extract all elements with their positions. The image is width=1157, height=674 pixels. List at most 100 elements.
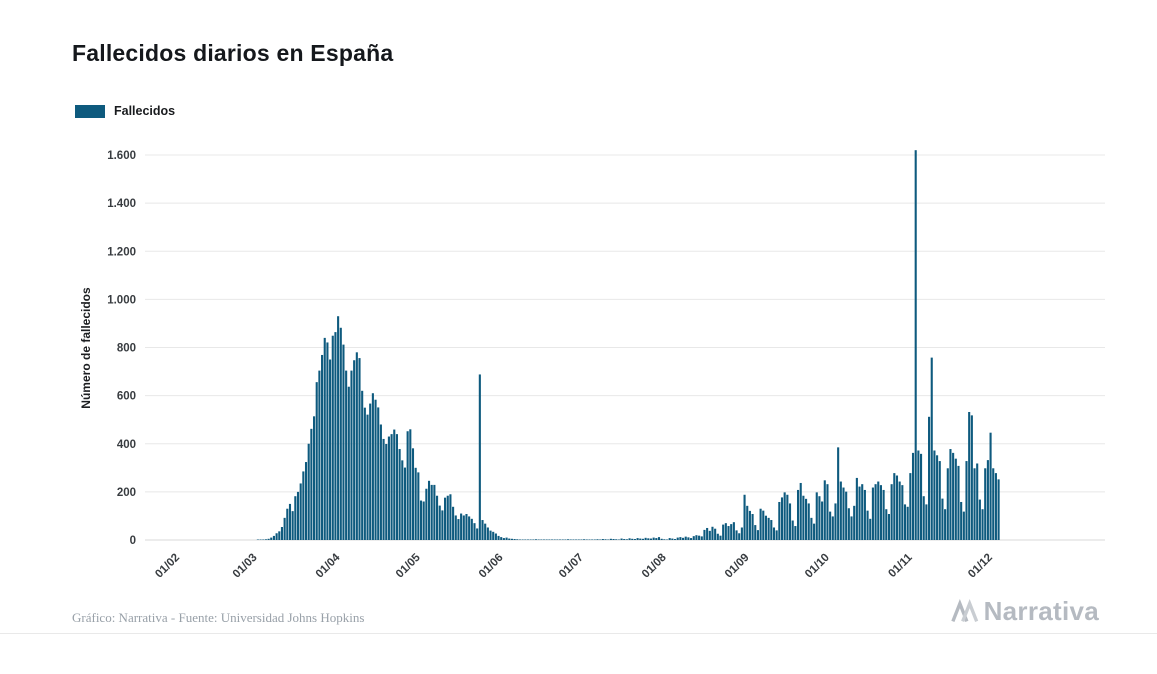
bar (283, 517, 286, 540)
bar (997, 479, 1000, 540)
bar (342, 344, 345, 540)
bar (419, 500, 423, 540)
bar (304, 462, 308, 540)
bar (711, 526, 714, 540)
bar (639, 538, 642, 540)
bar (259, 539, 262, 540)
bar (302, 471, 305, 540)
bar (278, 531, 281, 540)
bar (452, 506, 455, 540)
bar (414, 467, 417, 540)
bar (299, 483, 302, 540)
bar (593, 539, 596, 540)
bar (877, 481, 880, 540)
bar (805, 498, 808, 540)
bar (730, 524, 733, 540)
legend-label: Fallecidos (114, 104, 176, 118)
bar (307, 443, 310, 540)
bar (936, 455, 939, 540)
y-tick-label: 400 (117, 439, 136, 451)
bar (989, 432, 992, 540)
bar (796, 489, 800, 540)
bar (657, 537, 661, 540)
bar (449, 494, 452, 540)
bar (778, 501, 781, 540)
y-tick-label: 600 (117, 391, 136, 403)
bar (382, 438, 385, 540)
bar (735, 530, 738, 541)
bar (628, 538, 631, 540)
bar (556, 539, 559, 540)
bar (762, 510, 765, 540)
bar (398, 449, 401, 540)
bar (329, 359, 332, 540)
bar (933, 450, 936, 540)
narrativa-logo-icon (950, 598, 978, 622)
bar (334, 332, 337, 540)
bar (411, 448, 415, 540)
bar (679, 537, 682, 540)
bar (917, 450, 920, 540)
bar (698, 535, 701, 540)
bar (291, 511, 294, 541)
bar (532, 539, 535, 540)
bar (457, 519, 460, 540)
bar (655, 538, 658, 540)
bar (545, 539, 548, 540)
bar (361, 390, 364, 540)
bar (976, 463, 979, 540)
bar (393, 429, 396, 540)
x-tick-label: 01/10 (803, 552, 832, 581)
bar (807, 503, 810, 541)
bar (855, 477, 858, 540)
bar (310, 428, 313, 540)
bar (620, 538, 623, 540)
bar (427, 480, 431, 540)
bar (454, 515, 457, 540)
bar (494, 533, 497, 540)
bar (727, 526, 730, 540)
bar (754, 525, 757, 540)
narrativa-logo: Narrativa (950, 596, 1099, 627)
bar (901, 485, 904, 540)
bar (540, 539, 543, 540)
bar (436, 495, 439, 540)
bar (521, 539, 524, 540)
x-tick-label: 01/05 (394, 551, 423, 580)
bar (296, 491, 300, 541)
bar (377, 407, 380, 540)
bar (850, 516, 853, 540)
bar (270, 537, 273, 540)
bar (366, 414, 369, 540)
bar (371, 393, 374, 540)
bar (920, 453, 923, 540)
x-tick-label: 01/09 (723, 552, 752, 581)
chart-title: Fallecidos diarios en España (72, 40, 394, 66)
bar (786, 494, 789, 540)
bar (625, 539, 628, 540)
bar (962, 511, 965, 540)
bar (569, 539, 572, 540)
bar (775, 530, 778, 541)
footer-divider (0, 633, 1157, 634)
bar (690, 538, 693, 540)
bar (438, 505, 441, 540)
bar (831, 516, 834, 540)
bar (615, 539, 618, 540)
bar (826, 484, 829, 541)
bar (871, 487, 874, 540)
bar (676, 537, 679, 540)
chart-canvas: 0 200 400 600 800 1.000 1.200 1.400 1.600 Número … (79, 150, 1105, 581)
bar (636, 538, 639, 540)
bar (887, 514, 891, 540)
bar (564, 539, 567, 540)
bar (601, 539, 604, 540)
bar (262, 539, 265, 540)
bar (588, 539, 591, 540)
bar (944, 509, 947, 540)
legend: Fallecidos (75, 104, 175, 118)
bar (489, 530, 492, 540)
bar (714, 528, 717, 540)
bar (425, 488, 428, 540)
bar (949, 449, 952, 540)
